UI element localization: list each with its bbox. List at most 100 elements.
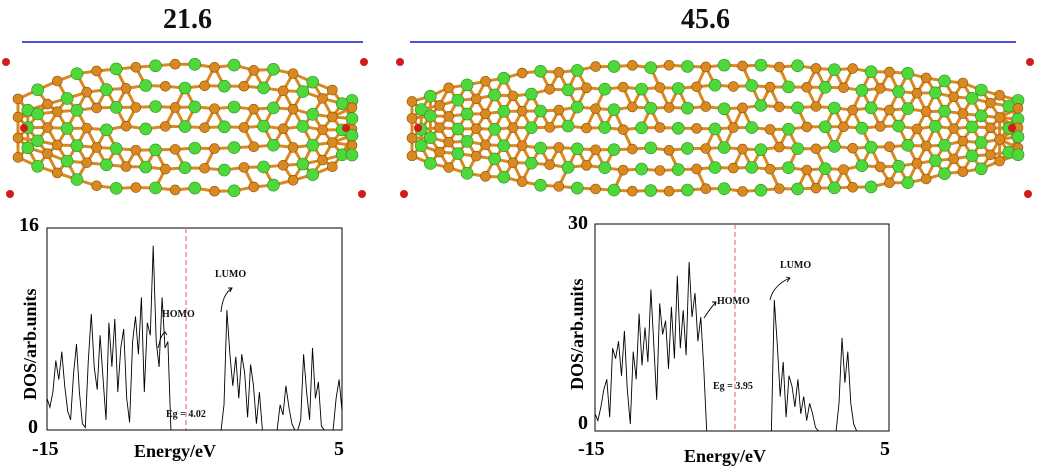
nitrogen-atom <box>864 101 878 115</box>
nitrogen-atom <box>60 92 74 105</box>
carbon-atom <box>443 162 455 173</box>
carbon-atom <box>994 134 1005 145</box>
nitrogen-atom <box>267 101 280 115</box>
carbon-atom <box>287 68 299 79</box>
nitrogen-atom <box>1011 148 1025 162</box>
carbon-atom <box>737 102 748 114</box>
carbon-atom <box>737 186 748 197</box>
nitrogen-atom <box>31 107 44 121</box>
carbon-atom <box>12 152 24 163</box>
nitrogen-atom <box>525 121 538 134</box>
carbon-atom <box>209 103 220 114</box>
carbon-atom <box>81 157 93 169</box>
nitrogen-atom <box>306 107 320 121</box>
carbon-atom <box>130 102 142 113</box>
plot-right-frame <box>594 223 890 432</box>
nitrogen-atom <box>109 101 123 114</box>
carbon-atom <box>737 60 748 72</box>
nitrogen-atom <box>745 79 759 92</box>
carbon-atom <box>327 161 338 173</box>
nitrogen-atom <box>974 109 988 123</box>
carbon-atom <box>51 167 63 179</box>
oxygen-atom <box>1026 58 1034 66</box>
carbon-atom <box>277 85 289 97</box>
carbon-atom <box>120 83 132 94</box>
carbon-atom <box>470 123 482 134</box>
oxygen-atom <box>400 190 408 198</box>
carbon-atom <box>480 108 491 120</box>
carbon-atom <box>847 63 859 74</box>
carbon-atom <box>884 104 895 116</box>
carbon-atom <box>700 101 712 112</box>
nitrogen-atom <box>644 101 658 115</box>
carbon-atom <box>346 102 358 113</box>
carbon-atom <box>764 124 776 135</box>
carbon-atom <box>406 132 418 144</box>
nitrogen-atom <box>892 159 905 173</box>
nitrogen-atom <box>139 122 153 136</box>
carbon-atom <box>590 183 601 195</box>
nitrogen-atom <box>306 75 320 89</box>
carbon-atom <box>317 124 328 136</box>
carbon-atom <box>590 144 601 156</box>
nitrogen-atom <box>791 59 804 73</box>
carbon-atom <box>544 122 556 133</box>
plot-right-xmin-label: -15 <box>578 438 605 460</box>
nitrogen-atom <box>717 102 731 116</box>
carbon-atom <box>238 80 250 92</box>
plot-left-bandgap-label: Eg = 4.02 <box>166 409 206 420</box>
carbon-atom <box>317 93 328 104</box>
carbon-atom <box>434 100 445 111</box>
nitrogen-atom <box>929 119 942 133</box>
carbon-atom <box>957 135 969 147</box>
nitrogen-atom <box>414 139 428 153</box>
panel-left-title-rule <box>22 41 363 43</box>
nitrogen-atom <box>754 143 768 156</box>
nitrogen-atom <box>534 178 547 192</box>
nitrogen-atom <box>178 161 192 175</box>
nitrogen-atom <box>901 176 915 190</box>
plot-right-xlabel: Energy/eV <box>684 446 766 466</box>
nitrogen-atom <box>497 71 511 85</box>
nitrogen-atom <box>864 140 878 154</box>
carbon-atom <box>51 75 63 87</box>
nitrogen-atom <box>855 121 869 135</box>
carbon-atom <box>406 96 418 107</box>
carbon-atom <box>209 143 220 154</box>
nitrogen-atom <box>460 135 474 148</box>
carbon-atom <box>287 103 299 115</box>
nitrogen-atom <box>100 123 113 137</box>
nitrogen-atom <box>671 163 685 176</box>
nitrogen-atom <box>424 157 437 170</box>
nitrogen-atom <box>460 78 474 92</box>
carbon-atom <box>317 154 328 166</box>
plot-right-homo-label: HOMO <box>717 296 750 307</box>
nitrogen-atom <box>1011 130 1025 144</box>
nitrogen-atom <box>534 64 547 78</box>
carbon-atom <box>764 81 776 93</box>
nitrogen-atom <box>497 105 511 118</box>
nitrogen-atom <box>782 80 795 94</box>
nitrogen-atom <box>635 82 648 96</box>
carbon-atom <box>957 77 969 89</box>
carbon-atom <box>516 176 528 188</box>
nitrogen-atom <box>855 84 869 97</box>
nitrogen-atom <box>60 122 74 135</box>
carbon-atom <box>590 61 601 72</box>
carbon-atom <box>617 81 629 93</box>
nitrogen-atom <box>257 119 270 133</box>
nitrogen-atom <box>607 103 621 117</box>
nitrogen-atom <box>607 60 621 73</box>
plot-right-lumo-label: LUMO <box>780 260 812 271</box>
carbon-atom <box>277 160 289 171</box>
nitrogen-atom <box>818 81 832 94</box>
carbon-atom <box>985 97 996 109</box>
oxygen-atom <box>414 124 422 132</box>
carbon-atom <box>248 141 260 153</box>
carbon-atom <box>287 174 299 186</box>
nitrogen-atom <box>345 112 359 125</box>
nitrogen-atom <box>497 139 511 152</box>
nitrogen-atom <box>938 104 951 118</box>
carbon-atom <box>847 181 859 193</box>
carbon-atom <box>406 150 418 162</box>
